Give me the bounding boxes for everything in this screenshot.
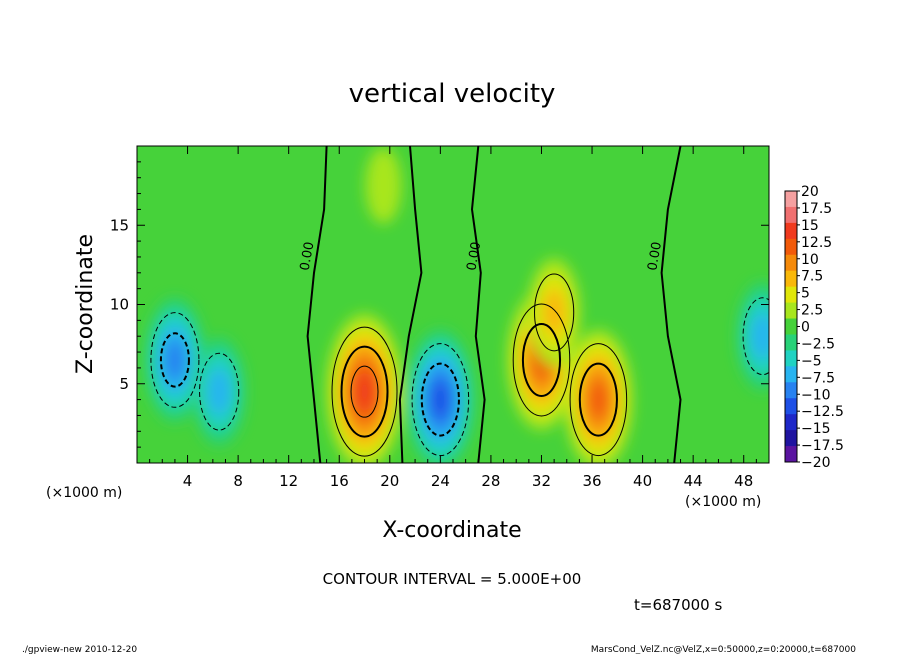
colorbar-label-15: −17.5 [801, 438, 844, 454]
contour-label-zero-2: 0.00 [464, 241, 484, 272]
contour-label-zero-3: 0.00 [645, 241, 665, 272]
colorbar-label-1: 17.5 [801, 201, 832, 217]
x-tick-label-10: 44 [684, 472, 703, 490]
colorbar-swatch-1 [785, 206, 797, 224]
y-tick-label-2: 15 [110, 216, 129, 234]
footer-left: ./gpview-new 2010-12-20 [22, 645, 137, 654]
colorbar-label-8: 0 [801, 320, 810, 336]
zero-contour-3 [660, 146, 682, 463]
colorbar: 2017.51512.5107.552.50−2.5−5−7.5−10−12.5… [784, 184, 844, 471]
colorbar-label-10: −5 [801, 353, 822, 369]
contour-2-5 [569, 343, 628, 457]
colorbar-swatch-10 [785, 350, 797, 367]
downdraft-cell-5-layer-3 [164, 339, 185, 381]
chart-title: vertical velocity [349, 79, 556, 109]
contour-4-10 [420, 362, 460, 437]
y-axis-label: Z-coordinate [73, 234, 98, 374]
colorbar-swatch-8 [785, 318, 797, 335]
downdraft-cell-4-layer-4 [431, 380, 450, 419]
colorbar-swatch-4 [785, 254, 797, 272]
x-tick-label-11: 48 [734, 472, 753, 490]
colorbar-label-13: −12.5 [801, 404, 844, 420]
x-tick-label-4: 20 [380, 472, 399, 490]
updraft-cell-2-layer-4 [589, 380, 608, 419]
zero-contour-0 [306, 146, 328, 463]
colorbar-label-11: −7.5 [801, 370, 835, 386]
zero-contour-2 [471, 146, 486, 463]
downdraft-cell-6-layer-2 [208, 368, 231, 415]
y-tick-label-1: 10 [110, 296, 129, 314]
x-unit-label-left: (×1000 m) [46, 485, 122, 501]
colorbar-label-0: 20 [801, 184, 819, 200]
x-tick-label-5: 24 [431, 472, 450, 490]
colorbar-swatch-15 [785, 430, 797, 447]
contour-5-10 [159, 332, 190, 388]
contour-0-5 [331, 326, 398, 457]
colorbar-label-2: 15 [801, 218, 819, 234]
contour-0-10 [340, 345, 389, 438]
contour-label-zero-0: 0.00 [298, 241, 318, 272]
footer-right: MarsCond_VelZ.nc@VelZ,x=0:50000,z=0:2000… [591, 645, 856, 654]
colorbar-label-7: 2.5 [801, 303, 823, 319]
contour-lines: 0.00 0.00 0.00 [150, 146, 769, 463]
contour-6-5 [199, 352, 240, 431]
contour-1-10 [521, 322, 562, 397]
colorbar-swatch-12 [785, 382, 797, 399]
colorbar-swatch-6 [785, 286, 797, 304]
colorbar-swatch-13 [785, 398, 797, 415]
contour-2-10 [578, 362, 618, 437]
contour-interval: CONTOUR INTERVAL = 5.000E+00 [323, 570, 582, 588]
colorbar-label-4: 10 [801, 252, 819, 268]
x-axis: 4 8 12 16 20 24 28 32 36 40 44 48 [149, 146, 757, 490]
colorbar-swatch-11 [785, 366, 797, 383]
time-label: t=687000 s [634, 596, 722, 614]
x-unit-label-right: (×1000 m) [685, 494, 761, 510]
zero-contour-1 [398, 146, 423, 463]
contour-7-5 [742, 297, 769, 376]
x-tick-label-0: 4 [183, 472, 193, 490]
colorbar-label-12: −10 [801, 387, 831, 403]
colorbar-label-3: 12.5 [801, 235, 832, 251]
updraft-cell-0-layer-5 [355, 373, 374, 410]
contour-3-5 [534, 273, 575, 352]
updraft-cell-3-layer-2 [542, 289, 566, 336]
colorbar-swatch-0 [785, 191, 797, 208]
x-tick-label-6: 28 [481, 472, 500, 490]
colorbar-swatch-2 [785, 222, 797, 240]
x-axis-label: X-coordinate [382, 518, 521, 543]
plot-area: 0.00 0.00 0.00 4 8 12 16 20 24 28 32 36 40 44 48 5101… [110, 145, 770, 490]
updraft-cell-8-layer-0 [365, 147, 402, 224]
colorbar-swatch-7 [785, 302, 797, 320]
contour-5-5 [150, 312, 200, 408]
downdraft-cell-7-layer-2 [751, 313, 769, 360]
contour-0-15 [350, 365, 379, 418]
x-tick-label-9: 40 [633, 472, 652, 490]
colorbar-swatch-9 [785, 334, 797, 351]
colorbar-label-14: −15 [801, 421, 831, 437]
colorbar-swatch-16 [785, 446, 797, 463]
colorbar-swatch-5 [785, 270, 797, 288]
colorbar-label-5: 7.5 [801, 269, 823, 285]
colorbar-label-6: 5 [801, 286, 810, 302]
x-tick-label-7: 32 [532, 472, 551, 490]
y-axis: 5 10 15 [110, 161, 769, 448]
heatmap-field [137, 146, 769, 463]
colorbar-swatch-14 [785, 414, 797, 431]
colorbar-label-16: −20 [801, 455, 831, 471]
x-tick-label-3: 16 [330, 472, 349, 490]
colorbar-label-9: −2.5 [801, 336, 835, 352]
x-tick-label-1: 8 [233, 472, 243, 490]
x-tick-label-8: 36 [582, 472, 601, 490]
y-tick-label-0: 5 [119, 375, 129, 393]
x-tick-label-2: 12 [279, 472, 298, 490]
contour-1-5 [512, 303, 571, 417]
colorbar-swatch-3 [785, 238, 797, 256]
